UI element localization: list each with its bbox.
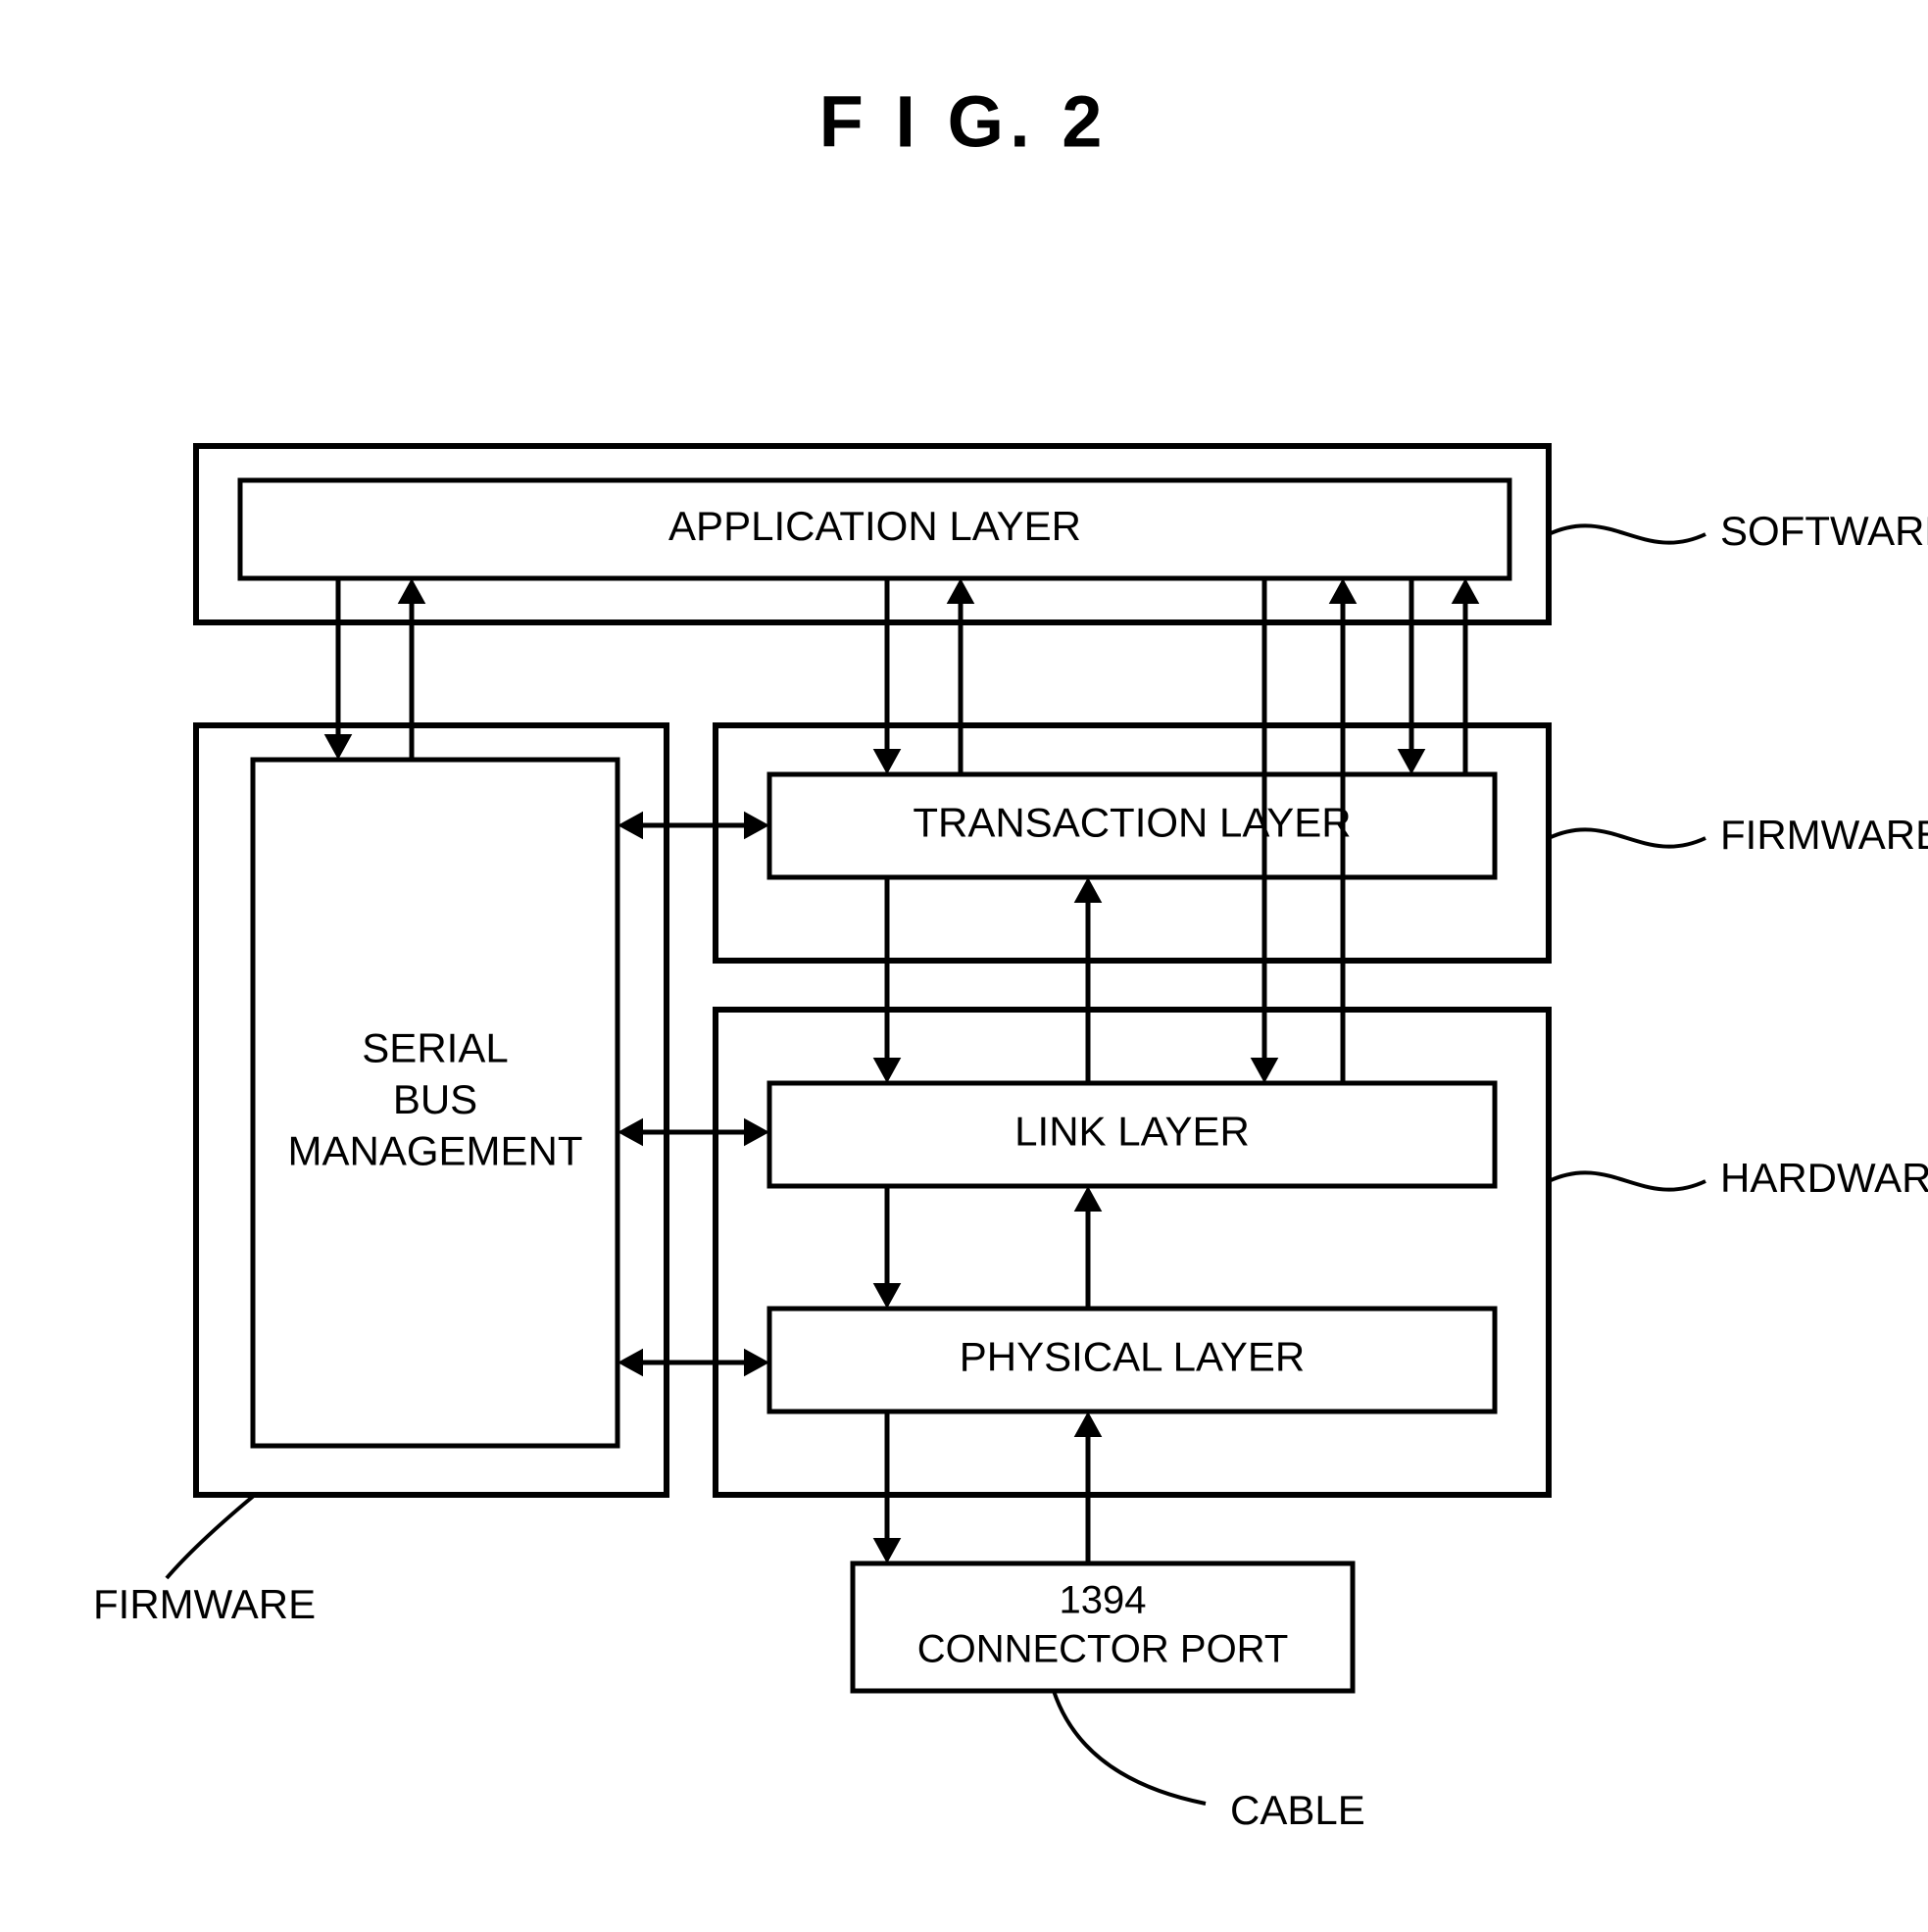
diagram-connector: [1549, 525, 1706, 542]
diagram-label: FIRMWARE: [93, 1581, 316, 1627]
diagram-connector: [1549, 1172, 1706, 1189]
diagram-connector: [1549, 829, 1706, 846]
diagram-label: CABLE: [1230, 1787, 1365, 1833]
diagram-label: SERIAL: [362, 1025, 508, 1071]
diagram-label: SOFTWARE: [1720, 508, 1928, 554]
diagram-label: TRANSACTION LAYER: [913, 800, 1351, 846]
diagram-label: BUS: [393, 1076, 477, 1122]
diagram-connector: [167, 1495, 255, 1578]
diagram-label: F I G. 2: [819, 81, 1109, 163]
diagram-label: PHYSICAL LAYER: [960, 1334, 1305, 1380]
diagram-label: CONNECTOR PORT: [917, 1628, 1289, 1671]
diagram-connector: [873, 1538, 902, 1563]
diagram-label: APPLICATION LAYER: [668, 503, 1081, 549]
diagram-label: HARDWARE: [1720, 1155, 1928, 1201]
diagram-label: MANAGEMENT: [287, 1128, 582, 1174]
diagram-connector: [1054, 1691, 1206, 1804]
diagram-label: LINK LAYER: [1014, 1109, 1250, 1155]
diagram-label: 1394: [1060, 1579, 1147, 1622]
diagram-label: FIRMWARE: [1720, 812, 1928, 858]
